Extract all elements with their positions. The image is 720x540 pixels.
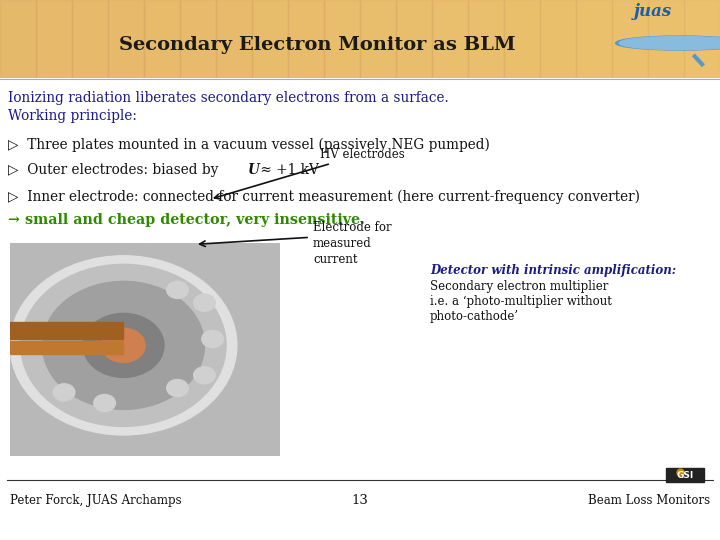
Text: Beam Loss Monitors: Beam Loss Monitors <box>588 494 710 507</box>
Bar <box>504 0 540 78</box>
Circle shape <box>619 36 720 50</box>
Circle shape <box>42 281 204 409</box>
Text: GSI: GSI <box>676 470 693 480</box>
Circle shape <box>616 36 720 50</box>
Text: Working principle:: Working principle: <box>8 109 137 123</box>
Circle shape <box>21 264 226 427</box>
Text: Peter Forck, JUAS Archamps: Peter Forck, JUAS Archamps <box>10 494 181 507</box>
Bar <box>684 0 720 78</box>
Bar <box>396 0 432 78</box>
Bar <box>144 0 180 78</box>
Bar <box>612 0 648 78</box>
Text: ▷  Outer electrodes: biased by: ▷ Outer electrodes: biased by <box>8 163 222 177</box>
Text: 13: 13 <box>351 494 369 507</box>
Text: Secondary Electron Monitor as BLM: Secondary Electron Monitor as BLM <box>119 36 515 55</box>
Circle shape <box>53 384 75 401</box>
Bar <box>324 0 360 78</box>
Bar <box>648 0 684 78</box>
Circle shape <box>167 380 189 396</box>
Bar <box>252 0 288 78</box>
Text: Detector with intrinsic amplification:: Detector with intrinsic amplification: <box>430 265 676 278</box>
Bar <box>432 0 468 78</box>
Bar <box>216 0 252 78</box>
Text: ▷  Inner electrode: connected for current measurement (here current-frequency co: ▷ Inner electrode: connected for current… <box>8 189 640 204</box>
Circle shape <box>102 328 145 362</box>
Circle shape <box>94 394 115 411</box>
Circle shape <box>10 256 237 435</box>
Text: Electrode for: Electrode for <box>313 221 392 234</box>
Text: U: U <box>248 163 260 177</box>
Circle shape <box>194 367 215 384</box>
Circle shape <box>83 313 164 377</box>
Circle shape <box>194 294 215 311</box>
Bar <box>180 0 216 78</box>
Text: measured: measured <box>313 237 372 251</box>
Bar <box>468 0 504 78</box>
Bar <box>108 0 144 78</box>
Text: Secondary electron multiplier
i.e. a ‘photo-multiplier without
photo-cathode’: Secondary electron multiplier i.e. a ‘ph… <box>430 280 612 323</box>
Circle shape <box>202 330 223 348</box>
Text: current: current <box>313 253 358 266</box>
Bar <box>10 322 124 339</box>
Bar <box>360 0 396 78</box>
Text: Ionizing radiation liberates secondary electrons from a surface.: Ionizing radiation liberates secondary e… <box>8 91 449 105</box>
Circle shape <box>167 281 189 299</box>
Bar <box>72 0 108 78</box>
Bar <box>36 0 72 78</box>
Bar <box>10 341 124 354</box>
Bar <box>666 468 704 482</box>
Bar <box>288 0 324 78</box>
Bar <box>576 0 612 78</box>
Text: ≈ +1 kV: ≈ +1 kV <box>256 163 319 177</box>
Text: → small and cheap detector, very insensitive.: → small and cheap detector, very insensi… <box>8 213 365 227</box>
Text: HV electrodes: HV electrodes <box>215 147 405 199</box>
Text: juas: juas <box>634 3 672 19</box>
Bar <box>540 0 576 78</box>
Text: ▷  Three plates mounted in a vacuum vessel (passively NEG pumped): ▷ Three plates mounted in a vacuum vesse… <box>8 137 490 152</box>
Bar <box>0 0 36 78</box>
